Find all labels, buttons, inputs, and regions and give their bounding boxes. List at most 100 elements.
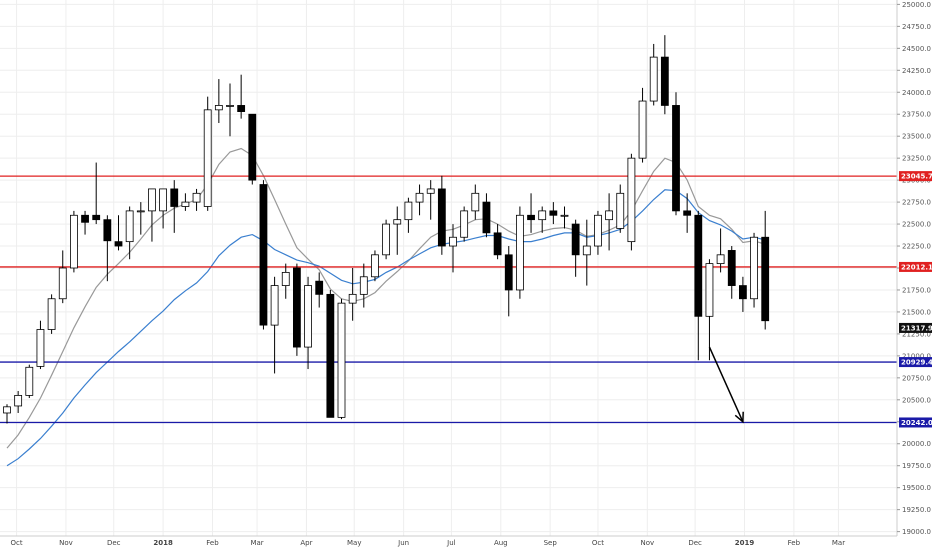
- y-tick-label: 22750.0: [902, 199, 931, 207]
- candle-up: [148, 188, 156, 212]
- y-tick-label: 21750.0: [902, 286, 931, 294]
- level-price-tag-background: [899, 171, 932, 182]
- level-price-tag-background: [899, 357, 932, 368]
- candle-up: [538, 210, 547, 221]
- x-tick-label: Mar: [832, 539, 845, 547]
- last-price-tag: 21317.9: [901, 324, 932, 332]
- candle-down: [660, 56, 669, 106]
- y-axis: 19000.019250.019500.019750.020000.020250…: [896, 0, 932, 550]
- candle-up: [192, 192, 201, 203]
- x-tick-label: Nov: [59, 539, 73, 547]
- candle-down: [761, 236, 770, 322]
- y-tick-label: 20000.0: [902, 440, 931, 448]
- y-tick-label: 20750.0: [902, 374, 931, 382]
- candle-up: [348, 293, 357, 304]
- candle-down: [504, 254, 513, 291]
- candle-up: [750, 236, 758, 300]
- candle-down: [694, 214, 703, 317]
- y-tick-label: 19000.0: [902, 528, 931, 536]
- x-tick-label: Oct: [592, 539, 604, 547]
- candle-up: [70, 214, 78, 269]
- level-price-tag: 23045.7: [901, 173, 932, 181]
- candle-down: [493, 232, 502, 256]
- y-tick-label: 25000.0: [902, 1, 931, 9]
- candle-up: [415, 192, 424, 203]
- y-tick-label: 21250.0: [902, 330, 931, 338]
- y-tick-label: 21000.0: [902, 352, 931, 360]
- projection-arrow: [708, 346, 744, 424]
- x-tick-label: Nov: [640, 539, 654, 547]
- candle-down: [739, 285, 747, 300]
- horizontal-levels: [0, 175, 897, 424]
- candle-up: [627, 157, 636, 243]
- x-tick-label: Jun: [397, 539, 409, 547]
- y-tick-label: 19250.0: [902, 506, 931, 514]
- x-tick-label: Feb: [788, 539, 801, 547]
- y-tick-label: 24750.0: [902, 23, 931, 31]
- candle-up: [304, 285, 312, 348]
- level-price-tag: 20929.4: [901, 359, 932, 367]
- level-price-tag-background: [899, 417, 932, 428]
- candle-down: [237, 105, 246, 112]
- candle-up: [281, 271, 290, 286]
- candle-down: [92, 214, 101, 221]
- candle-up: [3, 406, 11, 414]
- level-price-tag: 22012.1: [901, 263, 932, 271]
- candle-down: [683, 210, 692, 216]
- x-axis: Oct Nov Dec 2018 Feb Mar Apr May Jun Jul Aug Sep Oct…: [0, 535, 932, 550]
- candle-up: [516, 214, 524, 291]
- y-tick-label: 23500.0: [902, 133, 931, 141]
- y-tick-label: 23750.0: [902, 111, 931, 119]
- candle-up: [471, 192, 480, 212]
- candle-up: [214, 105, 223, 111]
- y-tick-label: 24250.0: [902, 67, 931, 75]
- moving-average-line: [6, 147, 766, 449]
- candle-up: [426, 188, 435, 194]
- x-tick-label: Aug: [494, 539, 508, 547]
- candle-up: [36, 329, 45, 367]
- candle-down: [103, 219, 112, 242]
- y-tick-label: 19500.0: [902, 484, 931, 492]
- candle-down: [549, 210, 558, 216]
- candle-up: [47, 298, 56, 330]
- last-price-tag-background: [899, 322, 932, 333]
- candle-up: [203, 109, 212, 207]
- candle-down: [114, 241, 123, 247]
- moving-average-line: [6, 189, 766, 467]
- candle-up: [159, 188, 168, 212]
- candle-up: [226, 105, 234, 107]
- candle-down: [672, 105, 680, 212]
- candle-up: [716, 254, 725, 265]
- y-tick-label: 19750.0: [902, 462, 931, 470]
- x-tick-label: Oct: [11, 539, 23, 547]
- level-price-tag-background: [899, 261, 932, 272]
- x-tick-label: 2019: [735, 539, 755, 547]
- candle-up: [270, 285, 279, 326]
- candle-down: [727, 250, 736, 286]
- candle-up: [404, 201, 413, 221]
- y-tick-label: 22250.0: [902, 243, 931, 251]
- candle-up: [605, 210, 613, 221]
- candle-up: [616, 192, 625, 229]
- moving-average-lines: [6, 147, 766, 467]
- candle-up: [371, 254, 379, 278]
- candle-down: [437, 188, 446, 247]
- candle-down: [527, 214, 535, 221]
- candle-up: [393, 219, 402, 225]
- x-tick-label: Mar: [250, 539, 263, 547]
- y-tick-label: 24500.0: [902, 45, 931, 53]
- candle-down: [571, 223, 580, 256]
- candle-up: [337, 302, 346, 418]
- x-tick-label: Sep: [544, 539, 558, 547]
- candle-up: [14, 395, 23, 407]
- candle-up: [449, 236, 457, 247]
- candle-down: [248, 113, 257, 181]
- candle-up: [181, 201, 190, 207]
- candle-up: [460, 210, 469, 238]
- candle-up: [382, 223, 391, 256]
- candle-up: [649, 56, 658, 102]
- y-tick-label: 23250.0: [902, 155, 931, 163]
- x-tick-label: 2018: [153, 539, 173, 547]
